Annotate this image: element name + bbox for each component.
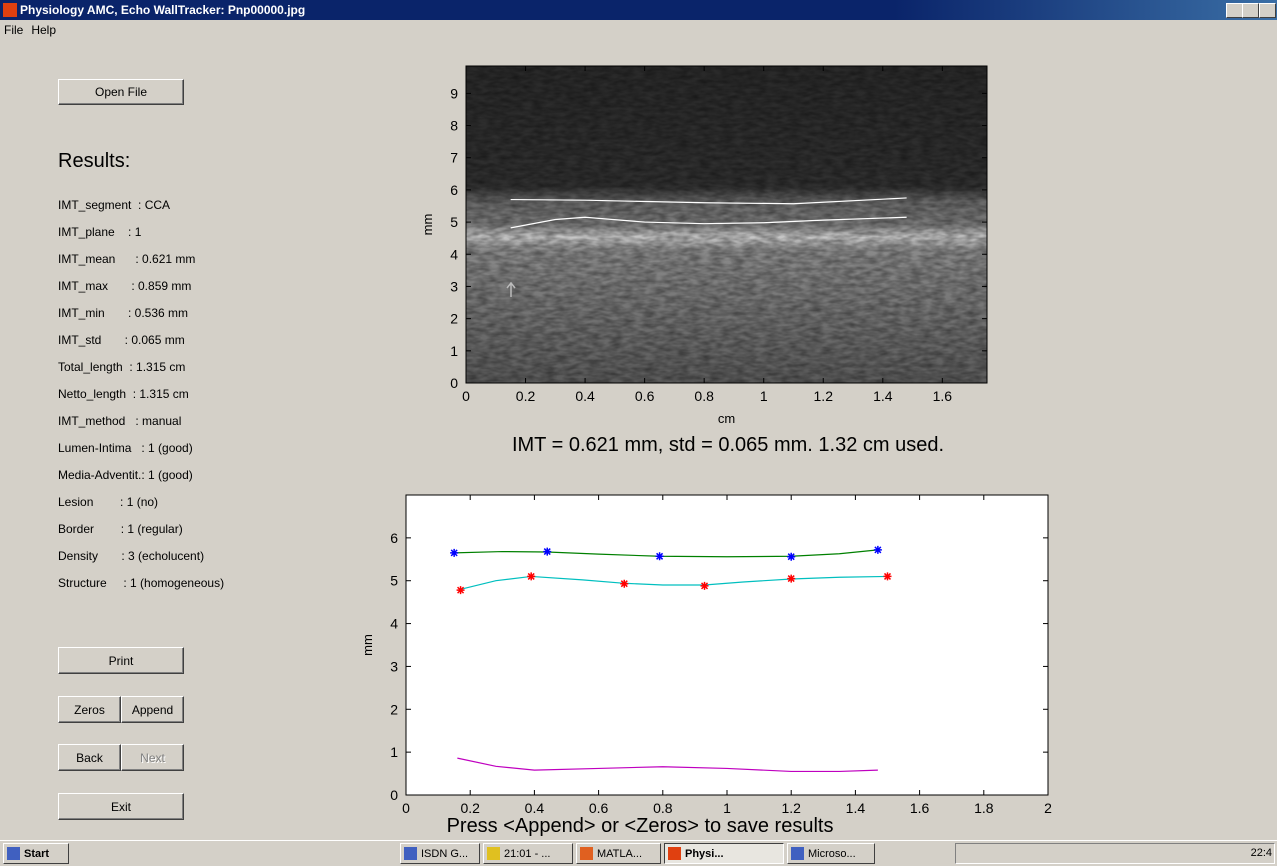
start-button[interactable]: Start (3, 843, 69, 864)
y-tick-label: 5 (390, 573, 398, 589)
x-tick-label: 0 (402, 800, 410, 816)
y-tick-label: 2 (450, 311, 458, 327)
task-button[interactable]: MATLA... (576, 843, 661, 864)
x-tick-label: 0.4 (525, 800, 545, 816)
star-marker (656, 552, 664, 560)
y-tick-label: 3 (390, 658, 398, 674)
y-tick-label: 1 (390, 744, 398, 760)
caption: Press <Append> or <Zeros> to save result… (447, 815, 834, 837)
task-label: Microso... (808, 848, 856, 860)
y-tick-label: 6 (390, 530, 398, 546)
task-button[interactable]: Microso... (787, 843, 875, 864)
caption: IMT = 0.621 mm, std = 0.065 mm. 1.32 cm … (512, 434, 944, 456)
y-tick-label: 0 (390, 787, 398, 803)
y-tick-label: 6 (450, 182, 458, 198)
task-button[interactable]: Physi... (664, 843, 784, 864)
task-label: MATLA... (597, 848, 642, 860)
x-tick-label: 0.8 (694, 388, 714, 404)
star-marker (874, 546, 882, 554)
y-tick-label: 8 (450, 118, 458, 134)
x-tick-label: 0.2 (516, 388, 536, 404)
y-tick-label: 4 (390, 616, 398, 632)
x-tick-label: 1.4 (873, 388, 893, 404)
star-marker (701, 582, 709, 590)
x-tick-label: 0.6 (635, 388, 655, 404)
task-button[interactable]: ISDN G... (400, 843, 480, 864)
y-tick-label: 3 (450, 278, 458, 294)
y-axis-label: mm (420, 214, 435, 236)
charts: 0 0.2 0.4 0.6 0.8 1 1.2 1.4 1.6 0 1 2 3 4 5 6 7 8 9 cm mm IMT… (0, 0, 1277, 865)
star-marker (787, 553, 795, 561)
task-label: ISDN G... (421, 848, 468, 860)
x-tick-label: 2 (1044, 800, 1052, 816)
y-tick-label: 2 (390, 701, 398, 717)
y-tick-label: 4 (450, 246, 458, 262)
y-axis-label: mm (360, 634, 375, 656)
x-tick-label: 1.4 (846, 800, 866, 816)
y-tick-label: 0 (450, 375, 458, 391)
star-marker (787, 575, 795, 583)
y-tick-label: 9 (450, 85, 458, 101)
echo-texture (466, 66, 987, 383)
x-tick-label: 1 (760, 388, 768, 404)
y-tick-label: 1 (450, 343, 458, 359)
x-tick-label: 0.4 (575, 388, 595, 404)
star-marker (527, 572, 535, 580)
x-tick-label: 0 (462, 388, 470, 404)
task-label: 21:01 - ... (504, 848, 550, 860)
x-tick-label: 1.8 (974, 800, 994, 816)
start-label: Start (24, 848, 49, 860)
screen: Physiology AMC, Echo WallTracker: Pnp000… (0, 0, 1277, 865)
x-tick-label: 1.2 (781, 800, 801, 816)
y-tick-label: 7 (450, 150, 458, 166)
star-marker (884, 572, 892, 580)
star-marker (450, 549, 458, 557)
task-label: Physi... (685, 848, 724, 860)
system-tray: 22:4 (955, 843, 1275, 864)
x-tick-label: 1.6 (910, 800, 930, 816)
x-tick-label: 0.2 (460, 800, 480, 816)
plot-background (406, 495, 1048, 795)
x-tick-label: 1.6 (933, 388, 953, 404)
clock: 22:4 (1251, 847, 1272, 859)
x-axis-label: cm (718, 411, 735, 426)
star-marker (457, 586, 465, 594)
star-marker (620, 580, 628, 588)
x-tick-label: 1 (723, 800, 731, 816)
x-tick-label: 0.6 (589, 800, 609, 816)
y-tick-label: 5 (450, 214, 458, 230)
taskbar: Start ISDN G... 21:01 - ... MATLA... Phy… (0, 840, 1277, 866)
x-tick-label: 1.2 (814, 388, 834, 404)
star-marker (543, 548, 551, 556)
x-tick-label: 0.8 (653, 800, 673, 816)
task-button[interactable]: 21:01 - ... (483, 843, 573, 864)
